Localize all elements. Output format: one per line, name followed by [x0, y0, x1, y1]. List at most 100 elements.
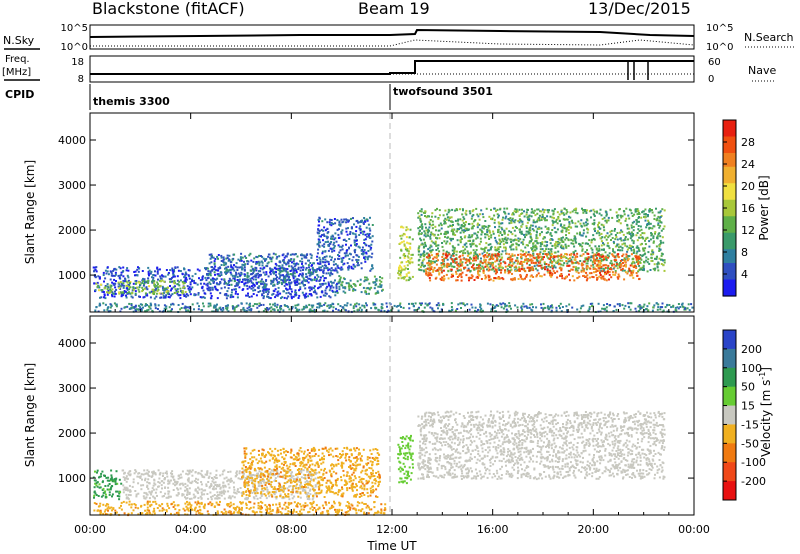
scatter-cell: [355, 254, 358, 257]
scatter-cell: [528, 227, 531, 230]
scatter-cell: [155, 287, 158, 290]
scatter-cell: [550, 250, 553, 253]
scatter-cell: [118, 287, 121, 290]
scatter-cell: [450, 230, 453, 233]
nsky-strip: 10^5 10^0 10^5 10^0: [61, 23, 734, 53]
scatter-cell: [360, 291, 363, 294]
scatter-cell: [204, 268, 207, 271]
scatter-cell: [163, 280, 166, 283]
scatter-cell: [531, 248, 534, 251]
scatter-cell: [474, 306, 477, 309]
scatter-cell: [188, 306, 191, 309]
scatter-cell: [304, 287, 307, 290]
scatter-cell: [449, 268, 452, 271]
scatter-cell: [615, 236, 618, 238]
scatter-cell: [528, 218, 531, 221]
scatter-cell: [500, 240, 503, 243]
scatter-cell: [212, 306, 215, 309]
freq-unit-label: [MHz]: [2, 67, 31, 78]
scatter-cell: [478, 263, 480, 266]
scatter-cell: [508, 258, 511, 260]
scatter-cell: [310, 293, 312, 296]
scatter-cell: [352, 217, 354, 220]
scatter-cell: [346, 233, 349, 236]
scatter-cell: [353, 310, 356, 313]
scatter-cell: [113, 302, 116, 305]
scatter-cell: [495, 241, 498, 244]
scatter-cell: [230, 279, 233, 282]
scatter-cell: [355, 305, 358, 308]
scatter-cell: [230, 291, 233, 294]
scatter-cell: [651, 309, 654, 312]
scatter-cell: [275, 264, 278, 267]
scatter-cell: [607, 216, 610, 219]
scatter-cell: [580, 219, 583, 222]
scatter-cell: [629, 274, 632, 277]
scatter-cell: [593, 271, 595, 274]
scatter-cell: [484, 259, 487, 262]
scatter-cell: [471, 266, 473, 268]
scatter-cell: [511, 213, 514, 216]
scatter-cell: [111, 281, 114, 284]
scatter-cell: [514, 265, 517, 268]
scatter-cell: [494, 310, 497, 313]
scatter-cell: [520, 213, 523, 215]
scatter-cell: [651, 250, 654, 253]
scatter-cell: [585, 267, 588, 270]
scatter-cell: [238, 266, 241, 269]
scatter-cell: [607, 236, 610, 239]
scatter-cell: [519, 275, 522, 278]
scatter-cell: [439, 222, 442, 225]
scatter-cell: [250, 281, 253, 284]
scatter-cell: [408, 261, 411, 264]
scatter-cell: [529, 233, 532, 236]
scatter-cell: [530, 261, 533, 264]
scatter-cell: [674, 306, 677, 309]
scatter-cell: [644, 247, 647, 250]
scatter-cell: [433, 261, 436, 264]
scatter-cell: [467, 223, 470, 225]
scatter-cell: [565, 212, 568, 215]
scatter-cell: [520, 305, 523, 308]
scatter-cell: [565, 218, 568, 221]
power-colorbar-segment: [723, 252, 736, 256]
scatter-cell: [152, 279, 155, 282]
scatter-cell: [258, 273, 261, 276]
scatter-cell: [455, 272, 458, 275]
cpid-strip: themis 3300 twofsound 3501: [89, 84, 493, 110]
scatter-cell: [319, 302, 322, 305]
scatter-cell: [558, 220, 561, 222]
scatter-cell: [655, 207, 657, 210]
scatter-cell: [543, 211, 546, 214]
scatter-cell: [341, 259, 344, 262]
scatter-cell: [601, 236, 604, 239]
scatter-cell: [651, 233, 654, 236]
nave-tick-low: 0: [708, 74, 714, 85]
power-colorbar-segment: [723, 142, 736, 146]
scatter-cell: [653, 269, 656, 272]
scatter-cell: [142, 296, 145, 299]
scatter-cell: [219, 292, 222, 295]
scatter-cell: [479, 237, 482, 240]
scatter-cell: [468, 279, 470, 282]
power-colorbar-segment: [723, 155, 736, 160]
scatter-cell: [471, 210, 474, 213]
scatter-cell: [512, 277, 515, 280]
scatter-cell: [605, 259, 608, 262]
scatter-cell: [132, 287, 135, 290]
scatter-cell: [399, 274, 402, 277]
scatter-cell: [613, 256, 616, 258]
scatter-cell: [472, 254, 475, 257]
scatter-cell: [226, 290, 229, 293]
scatter-cell: [554, 266, 557, 269]
scatter-cell: [107, 289, 110, 292]
scatter-cell: [358, 221, 361, 224]
scatter-cell: [106, 285, 109, 288]
scatter-cell: [217, 254, 220, 256]
scatter-cell: [545, 245, 548, 248]
scatter-cell: [203, 292, 206, 295]
scatter-cell: [223, 280, 226, 283]
scatter-cell: [251, 285, 253, 288]
scatter-cell: [220, 278, 223, 281]
scatter-cell: [124, 280, 127, 283]
